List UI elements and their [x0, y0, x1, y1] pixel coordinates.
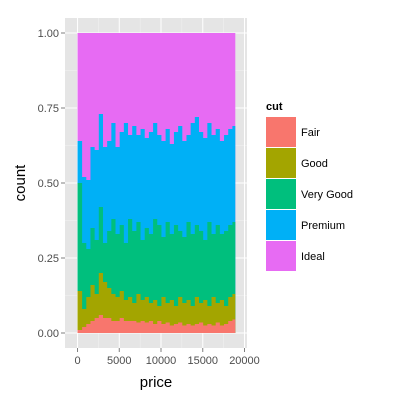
legend: cut Fair Good Very Good Premium Ideal: [266, 101, 353, 271]
legend-title: cut: [266, 101, 283, 113]
series-areas: [77, 33, 236, 333]
y-axis: 0.00 0.25 0.50 0.75 1.00: [38, 28, 65, 340]
y-tick-label: 0.50: [38, 178, 59, 190]
y-axis-title: count: [12, 164, 29, 202]
legend-label: Premium: [301, 220, 345, 232]
x-axis-title: price: [140, 374, 173, 391]
legend-label: Very Good: [301, 189, 353, 201]
legend-label: Ideal: [301, 251, 325, 263]
x-axis: 0 5000 10000 15000 20000: [74, 348, 260, 367]
series-area-good: [77, 273, 236, 333]
legend-label: Good: [301, 158, 328, 170]
x-tick-label: 15000: [187, 355, 218, 367]
x-tick-label: 5000: [107, 355, 131, 367]
y-tick-label: 0.25: [38, 253, 59, 265]
x-tick-label: 20000: [229, 355, 260, 367]
series-area-fair: [77, 315, 236, 333]
x-tick-label: 0: [74, 355, 80, 367]
y-tick-label: 0.00: [38, 328, 59, 340]
legend-swatch: [266, 179, 296, 209]
legend-swatch: [266, 241, 296, 271]
legend-swatch: [266, 117, 296, 147]
y-tick-label: 1.00: [38, 28, 59, 40]
x-tick-label: 10000: [146, 355, 177, 367]
legend-swatch: [266, 148, 296, 178]
legend-swatch: [266, 210, 296, 240]
series-area-very-good: [77, 183, 236, 333]
y-tick-label: 0.75: [38, 103, 59, 115]
legend-label: Fair: [301, 127, 320, 139]
